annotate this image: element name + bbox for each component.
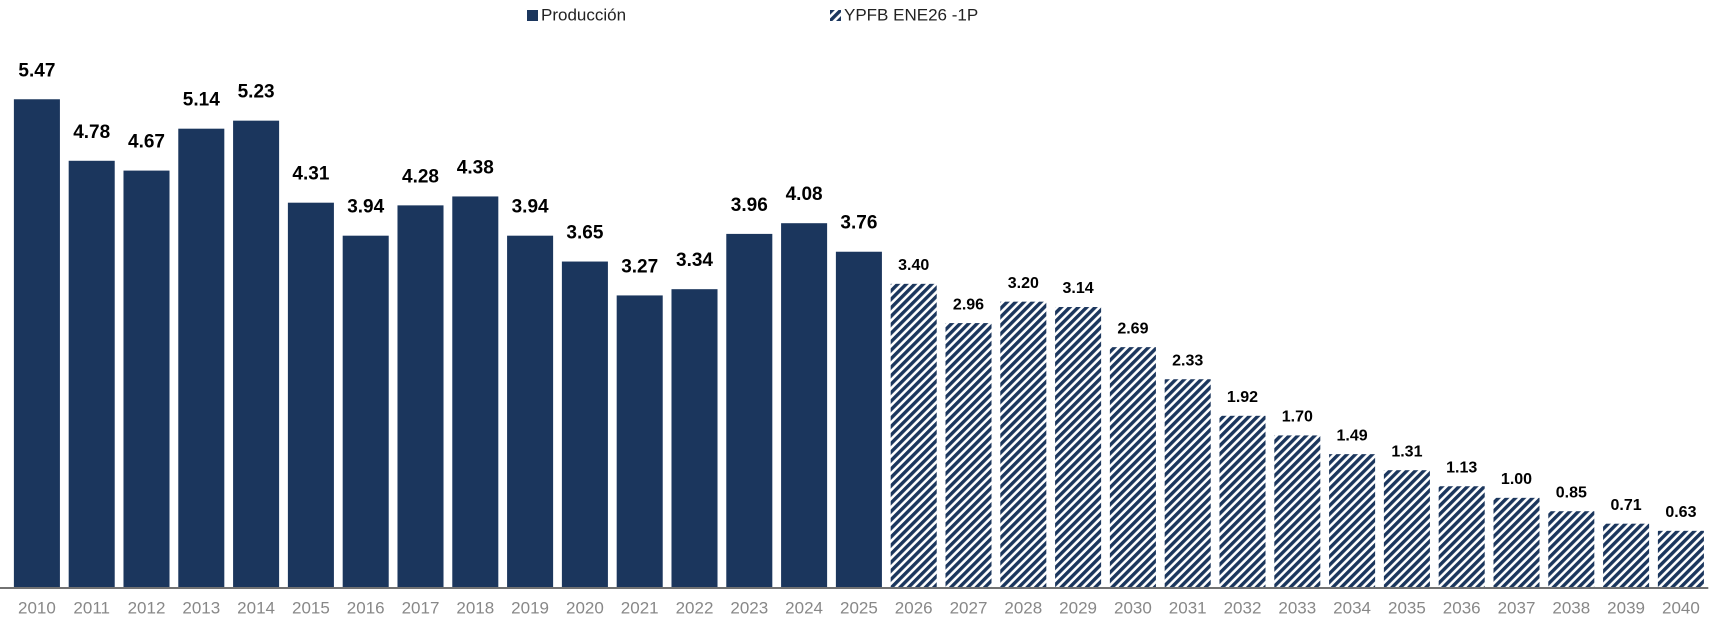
x-tick-label: 2020 — [566, 598, 604, 617]
x-tick-label: 2029 — [1059, 598, 1097, 617]
bar — [671, 289, 718, 587]
bar — [507, 235, 554, 587]
data-label: 4.31 — [292, 164, 329, 185]
x-tick-label: 2022 — [676, 598, 714, 617]
bar — [287, 202, 334, 588]
bar — [561, 261, 608, 587]
data-label: 0.85 — [1556, 484, 1587, 501]
data-label: 3.14 — [1063, 280, 1094, 297]
legend-swatch — [830, 10, 841, 21]
data-label: 1.13 — [1446, 459, 1477, 476]
legend-label: YPFB ENE26 -1P — [844, 5, 978, 24]
x-tick-label: 2019 — [511, 598, 549, 617]
x-tick-label: 2014 — [237, 598, 275, 617]
x-tick-label: 2012 — [128, 598, 166, 617]
bar — [233, 120, 280, 588]
bar — [178, 128, 225, 587]
bar — [123, 170, 170, 587]
bar — [1383, 470, 1430, 587]
x-tick-label: 2032 — [1224, 598, 1262, 617]
x-tick-label: 2015 — [292, 598, 330, 617]
x-tick-label: 2013 — [182, 598, 220, 617]
x-tick-label: 2038 — [1552, 598, 1590, 617]
bar — [1493, 497, 1540, 587]
data-label: 3.34 — [676, 250, 713, 271]
data-label: 3.94 — [512, 197, 549, 218]
x-tick-label: 2030 — [1114, 598, 1152, 617]
bar — [1219, 415, 1266, 587]
bar — [616, 295, 663, 587]
data-label: 4.28 — [402, 166, 439, 187]
data-label: 2.33 — [1172, 352, 1203, 369]
data-label: 4.67 — [128, 132, 165, 153]
data-label: 3.27 — [621, 256, 658, 277]
data-label: 4.08 — [786, 184, 823, 205]
bar — [68, 160, 115, 588]
x-tick-label: 2028 — [1004, 598, 1042, 617]
bar — [1055, 307, 1102, 587]
x-tick-label: 2027 — [950, 598, 988, 617]
x-tick-label: 2033 — [1278, 598, 1316, 617]
data-label: 4.38 — [457, 157, 494, 178]
data-label: 0.63 — [1665, 504, 1696, 521]
data-label: 3.65 — [566, 223, 603, 244]
bar — [890, 283, 937, 587]
legend-swatch — [527, 10, 538, 21]
data-label: 5.14 — [183, 90, 220, 111]
x-tick-label: 2035 — [1388, 598, 1426, 617]
bar — [1274, 435, 1321, 587]
bar — [945, 323, 992, 587]
x-tick-label: 2026 — [895, 598, 933, 617]
data-label: 5.23 — [238, 82, 275, 103]
x-tick-label: 2011 — [73, 598, 110, 617]
data-label: 3.76 — [840, 213, 877, 234]
x-tick-label: 2024 — [785, 598, 823, 617]
data-label: 1.70 — [1282, 409, 1313, 426]
bar — [1603, 523, 1650, 587]
data-label: 1.49 — [1337, 427, 1368, 444]
bar — [1548, 511, 1595, 587]
bar — [781, 223, 828, 587]
data-label: 2.96 — [953, 296, 984, 313]
x-tick-label: 2016 — [347, 598, 385, 617]
bar — [452, 196, 499, 587]
bar — [1657, 530, 1704, 587]
x-tick-label: 2034 — [1333, 598, 1371, 617]
data-label: 3.20 — [1008, 275, 1039, 292]
x-tick-label: 2017 — [402, 598, 440, 617]
data-label: 5.47 — [18, 60, 55, 81]
data-label: 4.78 — [73, 122, 110, 143]
x-tick-label: 2018 — [456, 598, 494, 617]
data-label: 1.31 — [1391, 443, 1422, 460]
bar — [1000, 301, 1047, 587]
legend-label: Producción — [541, 5, 626, 24]
bar — [1109, 347, 1156, 587]
data-label: 3.96 — [731, 195, 768, 216]
bar — [1438, 486, 1485, 587]
data-label: 3.40 — [898, 257, 929, 274]
data-label: 2.69 — [1117, 320, 1148, 337]
x-tick-label: 2025 — [840, 598, 878, 617]
x-tick-label: 2031 — [1169, 598, 1207, 617]
x-tick-label: 2037 — [1498, 598, 1536, 617]
data-label: 3.94 — [347, 197, 384, 218]
bar — [13, 99, 60, 587]
data-label: 1.92 — [1227, 389, 1258, 406]
x-tick-label: 2039 — [1607, 598, 1645, 617]
data-label: 1.00 — [1501, 471, 1532, 488]
bar — [726, 233, 773, 587]
bar — [1164, 379, 1211, 587]
data-label: 0.71 — [1611, 497, 1642, 514]
x-tick-label: 2023 — [730, 598, 768, 617]
bar — [1329, 454, 1376, 587]
x-tick-label: 2040 — [1662, 598, 1700, 617]
x-tick-label: 2036 — [1443, 598, 1481, 617]
x-tick-label: 2021 — [621, 598, 659, 617]
bar — [342, 235, 389, 587]
bar — [397, 205, 444, 587]
x-tick-label: 2010 — [18, 598, 56, 617]
bar — [835, 251, 882, 587]
